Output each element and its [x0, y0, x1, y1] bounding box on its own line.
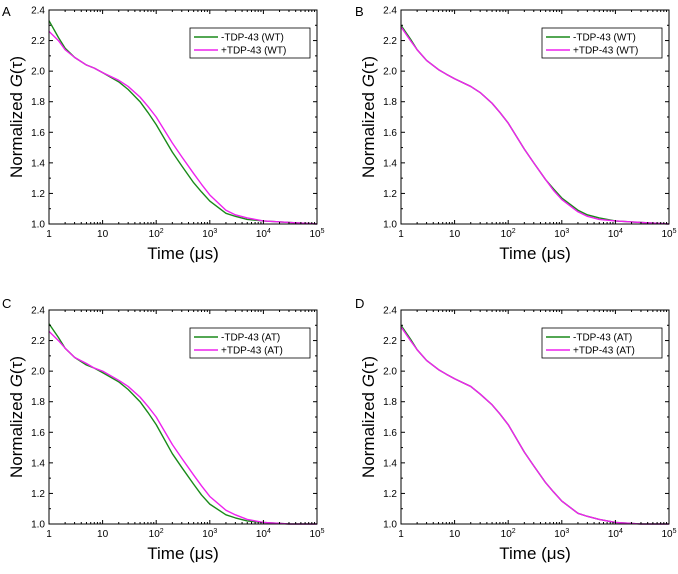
legend: -TDP-43 (AT) +TDP-43 (AT)	[189, 327, 311, 359]
y-tick-label: 2.4	[383, 6, 397, 17]
x-tick-label: 104	[608, 228, 623, 240]
series-line-plus-tdp43	[48, 30, 318, 225]
panel-label: D	[355, 296, 364, 311]
y-tick-label: 2.0	[31, 67, 45, 78]
x-tick-label: 105	[309, 228, 324, 240]
x-tick-label: 105	[661, 528, 676, 540]
series-line-plus-tdp43	[400, 326, 669, 525]
legend-box	[189, 27, 311, 59]
legend-label: +TDP-43 (WT)	[221, 46, 286, 57]
legend-label: +TDP-43 (WT)	[573, 46, 638, 57]
x-tick-label: 103	[554, 528, 569, 540]
legend-label: +TDP-43 (AT)	[221, 346, 283, 357]
y-tick-label: 1.2	[383, 189, 397, 200]
panel-label: A	[2, 4, 11, 19]
y-tick-label: 1.2	[383, 489, 397, 500]
chart-panel-c: C 1.0 1.2 1.4 1.6 1.8 2.0 2.2 2.4 1 10 102 103 104 105…	[2, 296, 325, 563]
x-tick-label: 104	[256, 228, 271, 240]
chart-panel-a: A 1.0 1.2 1.4 1.6 1.8 2.0 2.2 2.4 1 10 102 103 104 105…	[2, 4, 325, 263]
y-tick-label: 1.8	[383, 397, 397, 408]
x-tick-label: 104	[256, 528, 271, 540]
y-tick-label: 1.0	[31, 520, 45, 531]
y-tick-label: 1.6	[31, 428, 45, 439]
x-tick-label: 103	[202, 228, 217, 240]
legend-label: -TDP-43 (AT)	[221, 333, 280, 344]
y-axis-title: Normalized G(τ)	[359, 56, 378, 178]
legend-box	[541, 27, 663, 59]
legend-box	[541, 327, 663, 359]
legend: -TDP-43 (AT) +TDP-43 (AT)	[541, 327, 663, 359]
x-axis-title: Time (μs)	[499, 244, 571, 263]
y-tick-label: 1.0	[383, 520, 397, 531]
legend-label: +TDP-43 (AT)	[573, 346, 635, 357]
x-tick-label: 10	[97, 529, 109, 540]
y-tick-label: 1.2	[31, 189, 45, 200]
x-tick-label: 1	[398, 229, 404, 240]
y-tick-label: 2.2	[383, 336, 397, 347]
series-line-plus-tdp43	[48, 330, 317, 525]
y-tick-label: 2.2	[383, 36, 397, 47]
y-tick-label: 2.0	[383, 367, 397, 378]
x-tick-label: 102	[501, 528, 516, 540]
legend-label: -TDP-43 (WT)	[221, 33, 284, 44]
x-tick-label: 1	[46, 229, 52, 240]
y-tick-label: 1.4	[383, 158, 397, 169]
y-tick-label: 2.4	[31, 6, 45, 17]
y-tick-label: 1.6	[31, 128, 45, 139]
series-line-minus-tdp43	[48, 323, 317, 525]
y-tick-label: 1.4	[383, 458, 397, 469]
y-tick-label: 2.4	[31, 306, 45, 317]
y-tick-label: 1.6	[383, 128, 397, 139]
x-axis-title: Time (μs)	[147, 544, 219, 563]
x-tick-label: 1	[398, 529, 404, 540]
y-axis-title: Normalized G(τ)	[7, 56, 26, 178]
y-tick-label: 1.8	[383, 97, 397, 108]
y-tick-label: 1.8	[31, 97, 45, 108]
panel-label: C	[2, 296, 11, 311]
y-tick-label: 1.0	[31, 220, 45, 231]
x-tick-label: 10	[449, 529, 461, 540]
chart-panel-b: B 1.0 1.2 1.4 1.6 1.8 2.0 2.2 2.4 1 10 102 103 104 105…	[355, 4, 677, 263]
y-tick-label: 1.8	[31, 397, 45, 408]
y-tick-label: 1.0	[383, 220, 397, 231]
y-tick-label: 2.2	[31, 336, 45, 347]
y-tick-label: 1.4	[31, 158, 45, 169]
x-tick-label: 102	[149, 228, 164, 240]
y-tick-label: 1.6	[383, 428, 397, 439]
x-tick-label: 10	[97, 229, 109, 240]
x-tick-label: 105	[661, 228, 676, 240]
x-tick-label: 102	[149, 528, 164, 540]
legend-label: -TDP-43 (WT)	[573, 33, 636, 44]
y-axis-title: Normalized G(τ)	[7, 356, 26, 478]
x-tick-label: 103	[554, 228, 569, 240]
y-tick-label: 2.2	[31, 36, 45, 47]
x-tick-label: 102	[501, 228, 516, 240]
y-tick-label: 2.0	[31, 367, 45, 378]
legend-label: -TDP-43 (AT)	[573, 333, 632, 344]
y-tick-label: 1.4	[31, 458, 45, 469]
y-tick-label: 2.0	[383, 67, 397, 78]
x-tick-label: 10	[449, 229, 461, 240]
panel-label: B	[355, 4, 364, 19]
x-tick-label: 1	[46, 529, 52, 540]
legend-box	[189, 327, 311, 359]
y-axis-title: Normalized G(τ)	[359, 356, 378, 478]
x-axis-title: Time (μs)	[499, 544, 571, 563]
y-tick-label: 1.2	[31, 489, 45, 500]
y-tick-label: 2.4	[383, 306, 397, 317]
series-line-plus-tdp43	[400, 26, 670, 225]
legend: -TDP-43 (WT) +TDP-43 (WT)	[541, 27, 663, 59]
legend: -TDP-43 (WT) +TDP-43 (WT)	[189, 27, 311, 59]
x-axis-title: Time (μs)	[147, 244, 219, 263]
chart-panel-d: D 1.0 1.2 1.4 1.6 1.8 2.0 2.2 2.4 1 10 102 103 104 105…	[355, 296, 677, 563]
x-tick-label: 103	[202, 528, 217, 540]
x-tick-label: 104	[608, 528, 623, 540]
x-tick-label: 105	[309, 528, 324, 540]
